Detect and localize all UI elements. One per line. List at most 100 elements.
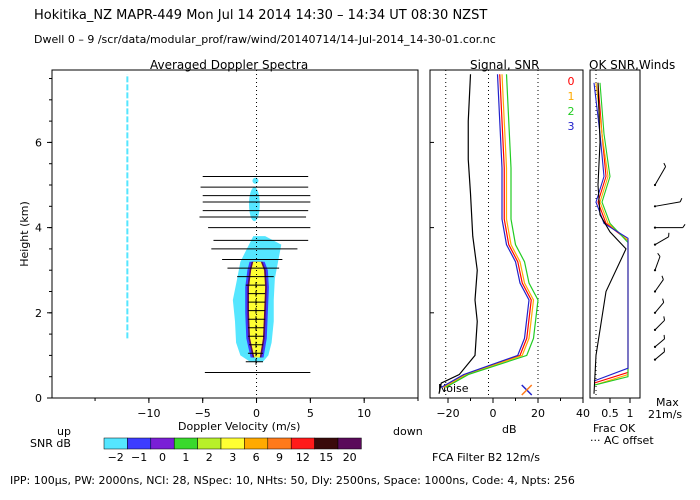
snr-series-snr_2: [445, 74, 539, 388]
spectrum-core-band: [248, 261, 266, 358]
snr-series-snr_3: [440, 74, 530, 388]
snr-x-tick-label: 20: [531, 407, 545, 420]
snr-frame: [429, 69, 584, 399]
x-tick-label: −5: [195, 407, 211, 420]
snr-series-signal: [438, 74, 478, 394]
filter-label: FCA Filter B2 12m/s: [432, 451, 540, 464]
wind-barb-head: [663, 316, 666, 321]
snr-x-tick-label: −20: [436, 407, 459, 420]
spectra-title: Averaged Doppler Spectra: [150, 58, 309, 72]
x-tick-label: 10: [357, 407, 371, 420]
winds-title: OK SNR,Winds: [589, 58, 676, 72]
colorbar-tick-label: 0: [159, 451, 166, 464]
snr-marker: [521, 384, 533, 396]
wind-barb-head: [682, 224, 686, 228]
x-tick-label: 0: [253, 407, 260, 420]
colorbar-swatch: [150, 437, 175, 450]
colorbar-swatch: [267, 437, 292, 450]
colorbar-tick-label: 15: [319, 451, 333, 464]
wind-barb: [654, 319, 665, 331]
up-label: up: [57, 425, 71, 438]
wind-barb-head: [661, 275, 664, 280]
wind-barb-origin: [653, 328, 657, 331]
wind-barb-origin: [653, 226, 657, 229]
wind-barb: [654, 351, 665, 361]
wind-barb: [654, 166, 667, 186]
doppler-xlabel: Doppler Velocity (m/s): [178, 420, 301, 433]
wind-barb-origin: [653, 183, 657, 187]
colorbar-swatch: [103, 437, 128, 450]
wind-barb: [654, 256, 661, 271]
wind-barb-head: [657, 252, 661, 257]
wind-barb: [654, 302, 665, 314]
colorbar-swatch: [290, 437, 315, 450]
wind-barb: [654, 236, 669, 246]
wind-barb-head: [663, 162, 667, 167]
winds-legend-entry: 0: [568, 75, 575, 88]
wind-barb-origin: [653, 243, 657, 246]
colorbar-tick-label: −2: [108, 451, 124, 464]
wind-barb: [654, 201, 681, 207]
colorbar-tick-label: 1: [182, 451, 189, 464]
colorbar-tick-label: 20: [343, 451, 357, 464]
colorbar-swatch: [220, 437, 245, 450]
footer-params: IPP: 100μs, PW: 2000ns, NCI: 28, NSpec: …: [10, 474, 575, 487]
ac-offset-text: AC offset: [604, 434, 654, 447]
colorbar-swatch: [337, 437, 362, 450]
down-label: down: [393, 425, 423, 438]
max-speed-label: 21m/s: [648, 408, 683, 421]
y-tick-label: 0: [35, 392, 42, 405]
winds-legend-entry: 2: [568, 105, 575, 118]
y-tick-label: 6: [35, 136, 42, 149]
winds-x-tick-label: 1: [627, 407, 634, 420]
upper-echo-dot: [252, 177, 259, 184]
x-tick-label: 5: [307, 407, 314, 420]
winds-frame: [589, 69, 641, 399]
colorbar-swatch: [127, 437, 152, 450]
colorbar-swatch: [173, 437, 198, 450]
colorbar-swatch: [244, 437, 269, 450]
colorbar-tick-label: 9: [276, 451, 283, 464]
winds-legend-entry: 3: [568, 120, 575, 133]
wind-barb: [654, 279, 664, 292]
spectra-ylabel: Height (km): [18, 201, 31, 267]
winds-series-ac: [593, 82, 627, 394]
max-label: Max: [656, 396, 679, 409]
wind-barb-head: [679, 198, 683, 203]
colorbar-swatch: [314, 437, 339, 450]
wind-barb-origin: [653, 205, 657, 208]
snr-x-tick-label: 0: [490, 407, 497, 420]
y-tick-label: 2: [35, 307, 42, 320]
colorbar-tick-label: −1: [131, 451, 147, 464]
wind-barb: [654, 338, 665, 348]
colorbar-tick-label: 3: [229, 451, 236, 464]
upper-echo-blob: [248, 187, 260, 222]
snr-series-snr_0: [443, 74, 532, 388]
spectra-frame: [51, 69, 419, 399]
winds-legend-entry: 1: [568, 90, 575, 103]
y-tick-label: 4: [35, 222, 42, 235]
frac-ok-label: Frac OK: [593, 422, 636, 435]
ac-offset-dots: ···: [590, 434, 601, 447]
wind-barb-origin: [653, 345, 657, 348]
snr-x-tick-label: 40: [576, 407, 590, 420]
colorbar-label: SNR dB: [30, 437, 71, 450]
snr-title: Signal, SNR: [470, 58, 540, 72]
header-title: Hokitika_NZ MAPR-449 Mon Jul 14 2014 14:…: [34, 8, 488, 23]
colorbar-tick-label: 2: [206, 451, 213, 464]
snr-series-snr_1: [443, 74, 535, 388]
ac-offset-label: ··· AC offset: [590, 434, 654, 447]
colorbar-swatch: [197, 437, 222, 450]
winds-x-tick-label: 0.5: [601, 407, 619, 420]
wind-barb-head: [662, 298, 665, 303]
colorbar-tick-label: 12: [296, 451, 310, 464]
snr-xlabel: dB: [502, 423, 517, 436]
colorbar-tick-label: 6: [253, 451, 260, 464]
x-tick-label: −10: [137, 407, 160, 420]
wind-barb-origin: [653, 290, 657, 293]
wind-barb-origin: [653, 269, 657, 272]
wind-barb-origin: [653, 358, 657, 361]
header-file-path: Dwell 0 – 9 /scr/data/modular_prof/raw/w…: [34, 33, 496, 46]
wind-barb-origin: [653, 311, 657, 314]
